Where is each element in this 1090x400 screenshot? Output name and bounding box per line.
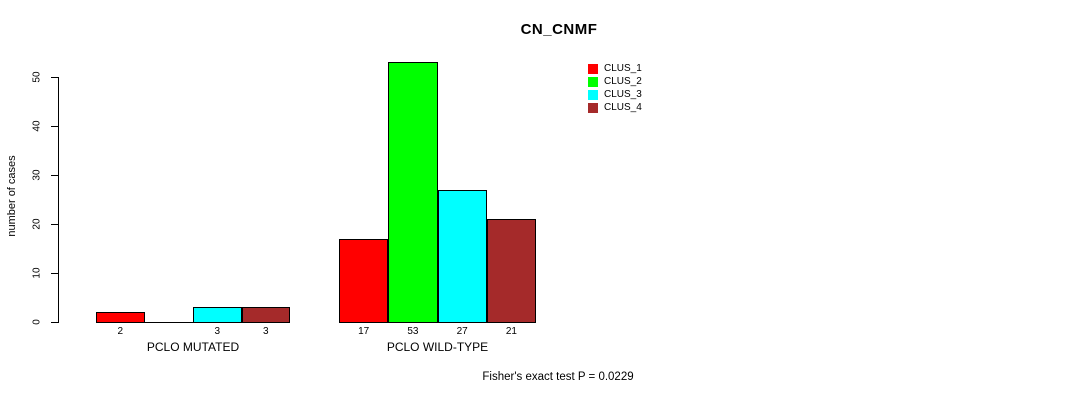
bar-value-label: 3 xyxy=(214,326,221,337)
legend-swatch-icon xyxy=(588,102,598,113)
y-axis-tick-label: 50 xyxy=(31,71,43,83)
y-axis-tick xyxy=(51,126,58,127)
y-axis-tick xyxy=(51,322,58,323)
legend-item-clus_3: CLUS_3 xyxy=(588,88,642,101)
y-axis-tick-label: 20 xyxy=(31,218,43,230)
bar-clus_3 xyxy=(193,307,242,323)
group-label: PCLO WILD-TYPE xyxy=(386,340,489,354)
bar-value-label: 3 xyxy=(262,326,269,337)
bar-value-label: 17 xyxy=(358,326,370,337)
bar-value-label: 27 xyxy=(456,326,468,337)
bar-value-label: 21 xyxy=(505,326,517,337)
legend-item-clus_1: CLUS_1 xyxy=(588,62,642,75)
y-axis-tick xyxy=(51,77,58,78)
bar-clus_4 xyxy=(486,219,536,323)
legend-swatch-icon xyxy=(588,76,598,87)
bar-clus_3 xyxy=(437,190,487,323)
legend-label: CLUS_1 xyxy=(604,63,642,74)
legend-label: CLUS_2 xyxy=(604,76,642,87)
y-axis-tick-label: 0 xyxy=(31,319,43,325)
chart-title: CN_CNMF xyxy=(520,21,598,38)
legend-swatch-icon xyxy=(588,89,598,100)
group-label: PCLO MUTATED xyxy=(146,340,240,354)
legend-label: CLUS_4 xyxy=(604,102,642,113)
bar-value-label: 2 xyxy=(117,326,124,337)
y-axis-tick-label: 10 xyxy=(31,267,43,279)
bar-value-label: 53 xyxy=(407,326,419,337)
legend-swatch-icon xyxy=(588,63,598,74)
y-axis-label: number of cases xyxy=(6,155,18,237)
legend-item-clus_4: CLUS_4 xyxy=(588,101,642,114)
bar-clus_1 xyxy=(339,239,389,323)
bar-zero-clus_2 xyxy=(144,322,193,323)
bar-clus_4 xyxy=(241,307,290,323)
legend-label: CLUS_3 xyxy=(604,89,642,100)
y-axis-tick xyxy=(51,175,58,176)
bar-clus_1 xyxy=(96,312,145,323)
legend-item-clus_2: CLUS_2 xyxy=(588,75,642,88)
bar-clus_2 xyxy=(388,62,438,323)
y-axis-tick xyxy=(51,273,58,274)
y-axis-line xyxy=(58,77,59,323)
y-axis-tick-label: 30 xyxy=(31,169,43,181)
annotation-text: Fisher's exact test P = 0.0229 xyxy=(482,371,634,383)
y-axis-tick-label: 40 xyxy=(31,120,43,132)
y-axis-tick xyxy=(51,224,58,225)
legend: CLUS_1 CLUS_2 CLUS_3 CLUS_4 xyxy=(588,62,642,114)
